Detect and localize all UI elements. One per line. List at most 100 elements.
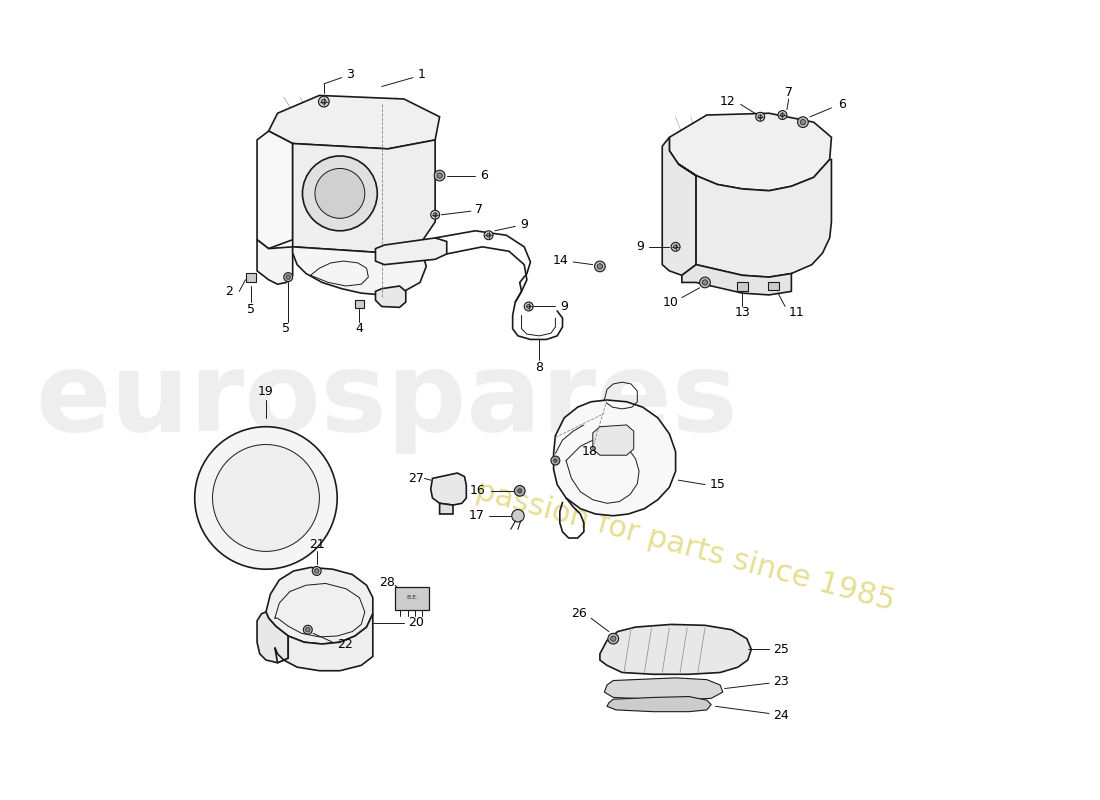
- Text: 14: 14: [553, 254, 569, 266]
- FancyBboxPatch shape: [768, 282, 779, 290]
- Circle shape: [781, 113, 784, 117]
- Polygon shape: [232, 505, 275, 518]
- Text: 9: 9: [520, 218, 528, 231]
- Polygon shape: [375, 238, 447, 265]
- Text: 15: 15: [710, 478, 725, 491]
- Circle shape: [671, 242, 680, 251]
- Circle shape: [434, 170, 446, 181]
- Circle shape: [433, 213, 437, 217]
- Circle shape: [195, 426, 338, 570]
- Text: 4: 4: [355, 322, 363, 335]
- Text: 11: 11: [789, 306, 804, 319]
- Polygon shape: [257, 131, 293, 249]
- Circle shape: [321, 99, 327, 104]
- Circle shape: [306, 627, 310, 632]
- Polygon shape: [293, 140, 436, 253]
- Circle shape: [673, 245, 678, 249]
- Polygon shape: [604, 678, 723, 700]
- Text: 26: 26: [571, 607, 586, 620]
- Text: 28: 28: [379, 576, 395, 589]
- Polygon shape: [293, 244, 427, 295]
- Circle shape: [608, 634, 618, 644]
- Text: 25: 25: [773, 643, 790, 656]
- Text: 9: 9: [560, 300, 568, 313]
- Circle shape: [319, 96, 329, 107]
- Polygon shape: [553, 400, 675, 516]
- Circle shape: [801, 119, 805, 125]
- Text: 10: 10: [662, 295, 679, 309]
- Polygon shape: [257, 240, 293, 284]
- Circle shape: [515, 486, 525, 496]
- Text: 7: 7: [784, 86, 793, 99]
- Text: 6: 6: [838, 98, 846, 111]
- Text: 6: 6: [480, 169, 487, 182]
- Text: 3: 3: [346, 69, 354, 82]
- Text: 24: 24: [773, 709, 790, 722]
- Polygon shape: [257, 612, 288, 662]
- Polygon shape: [593, 425, 634, 455]
- Polygon shape: [266, 567, 373, 644]
- Polygon shape: [607, 697, 712, 712]
- Polygon shape: [431, 473, 466, 505]
- Circle shape: [597, 264, 603, 269]
- Circle shape: [551, 456, 560, 465]
- Text: 5: 5: [283, 322, 290, 335]
- Circle shape: [284, 273, 293, 282]
- Text: 9: 9: [637, 240, 645, 254]
- Text: 5: 5: [246, 302, 255, 316]
- Text: 22: 22: [338, 638, 353, 651]
- Text: 12: 12: [719, 95, 735, 108]
- Circle shape: [302, 156, 377, 230]
- Polygon shape: [440, 503, 453, 514]
- Circle shape: [437, 173, 442, 178]
- Circle shape: [484, 230, 493, 240]
- Circle shape: [595, 261, 605, 272]
- Text: 13: 13: [735, 306, 750, 319]
- Circle shape: [486, 234, 491, 238]
- FancyBboxPatch shape: [355, 300, 364, 308]
- Text: 27: 27: [408, 472, 424, 485]
- Text: 20: 20: [408, 616, 425, 629]
- Polygon shape: [268, 95, 440, 149]
- Circle shape: [778, 110, 786, 119]
- Text: 17: 17: [469, 510, 484, 522]
- Text: 16: 16: [470, 484, 486, 498]
- Text: 8: 8: [536, 361, 543, 374]
- Circle shape: [702, 280, 707, 285]
- Text: 1: 1: [417, 69, 426, 82]
- Text: 19: 19: [258, 385, 274, 398]
- Circle shape: [212, 445, 319, 551]
- Circle shape: [525, 302, 533, 311]
- Polygon shape: [670, 114, 832, 190]
- Circle shape: [798, 117, 808, 127]
- Text: eurospares: eurospares: [35, 346, 738, 454]
- Polygon shape: [275, 614, 373, 670]
- Circle shape: [527, 305, 530, 309]
- Polygon shape: [600, 625, 751, 674]
- FancyBboxPatch shape: [395, 587, 429, 610]
- Circle shape: [756, 112, 764, 122]
- Polygon shape: [682, 265, 791, 295]
- Circle shape: [286, 275, 290, 279]
- Circle shape: [553, 458, 558, 462]
- Circle shape: [758, 115, 762, 119]
- Circle shape: [315, 569, 319, 574]
- FancyBboxPatch shape: [246, 273, 255, 282]
- Polygon shape: [679, 159, 832, 277]
- Text: 21: 21: [309, 538, 324, 550]
- Circle shape: [304, 626, 312, 634]
- Text: B.E.: B.E.: [406, 595, 418, 600]
- Text: 18: 18: [582, 445, 598, 458]
- Circle shape: [518, 489, 521, 493]
- Circle shape: [700, 277, 711, 288]
- Circle shape: [431, 210, 440, 219]
- Polygon shape: [662, 138, 696, 275]
- Circle shape: [315, 169, 365, 218]
- Polygon shape: [375, 286, 406, 307]
- Text: 7: 7: [475, 203, 483, 216]
- Text: 23: 23: [773, 675, 790, 688]
- Text: 2: 2: [226, 285, 233, 298]
- Circle shape: [512, 510, 525, 522]
- FancyBboxPatch shape: [737, 282, 748, 291]
- Text: a passion for parts since 1985: a passion for parts since 1985: [444, 469, 898, 616]
